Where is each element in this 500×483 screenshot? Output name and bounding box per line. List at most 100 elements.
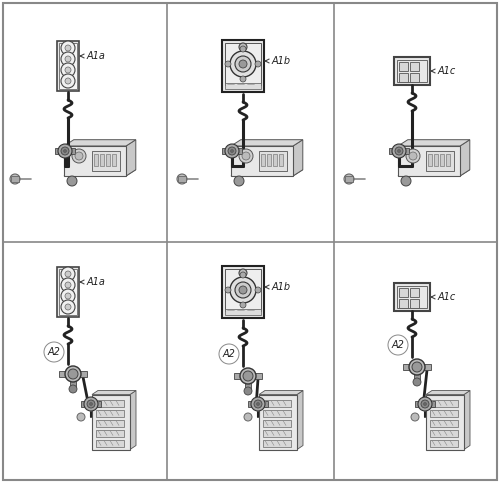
Text: A1c: A1c xyxy=(431,292,456,302)
Circle shape xyxy=(239,269,247,277)
Circle shape xyxy=(72,149,86,163)
Bar xyxy=(430,420,458,426)
Bar xyxy=(237,148,242,154)
Circle shape xyxy=(230,277,256,303)
Bar xyxy=(96,440,124,446)
Polygon shape xyxy=(64,170,136,176)
Bar xyxy=(440,154,444,166)
Bar xyxy=(96,410,124,416)
Circle shape xyxy=(409,152,417,160)
Polygon shape xyxy=(398,140,470,146)
Bar xyxy=(96,429,124,437)
Bar xyxy=(430,399,458,407)
Bar xyxy=(100,154,104,166)
Bar xyxy=(263,420,291,426)
Bar xyxy=(430,410,458,416)
Bar xyxy=(263,440,291,446)
Polygon shape xyxy=(398,170,470,176)
Bar xyxy=(403,364,411,370)
Bar xyxy=(225,43,261,85)
Circle shape xyxy=(235,56,251,72)
Text: A1b: A1b xyxy=(265,282,291,292)
Bar xyxy=(55,148,60,154)
Circle shape xyxy=(239,286,247,294)
Polygon shape xyxy=(464,390,470,450)
Circle shape xyxy=(239,43,247,51)
Bar xyxy=(263,410,291,416)
Circle shape xyxy=(395,147,403,155)
Bar xyxy=(231,146,293,176)
Bar xyxy=(399,73,408,82)
Bar xyxy=(263,429,291,437)
Bar xyxy=(96,401,101,407)
Bar xyxy=(92,395,130,450)
Bar xyxy=(59,269,77,315)
Bar xyxy=(410,73,419,82)
Circle shape xyxy=(234,176,244,186)
Circle shape xyxy=(401,176,411,186)
Bar xyxy=(415,401,420,407)
Bar xyxy=(225,83,261,89)
Circle shape xyxy=(61,300,75,314)
Circle shape xyxy=(239,149,253,163)
Bar xyxy=(394,57,430,85)
Circle shape xyxy=(58,144,72,158)
Bar xyxy=(423,364,431,370)
Circle shape xyxy=(424,402,426,406)
Circle shape xyxy=(65,366,81,382)
Bar xyxy=(245,383,251,391)
Text: A1a: A1a xyxy=(80,51,106,61)
Bar xyxy=(397,60,427,82)
Bar xyxy=(398,146,460,176)
Bar xyxy=(79,371,87,377)
Bar xyxy=(345,176,353,182)
Bar xyxy=(426,151,454,171)
Circle shape xyxy=(61,52,75,66)
Circle shape xyxy=(65,282,71,288)
Circle shape xyxy=(418,397,432,411)
Bar xyxy=(225,309,261,315)
Bar xyxy=(426,395,464,450)
Circle shape xyxy=(219,344,239,364)
Bar xyxy=(279,154,283,166)
Polygon shape xyxy=(92,390,136,395)
Polygon shape xyxy=(231,140,303,146)
Bar xyxy=(59,371,67,377)
Circle shape xyxy=(388,335,408,355)
Circle shape xyxy=(61,41,75,55)
Circle shape xyxy=(87,400,95,408)
Bar xyxy=(248,401,253,407)
Circle shape xyxy=(256,402,260,406)
Bar xyxy=(11,176,19,182)
Polygon shape xyxy=(460,140,470,176)
Circle shape xyxy=(77,413,85,421)
Circle shape xyxy=(240,46,246,52)
Circle shape xyxy=(68,369,78,379)
Text: A2: A2 xyxy=(222,349,235,359)
Text: A1b: A1b xyxy=(265,56,291,66)
Bar xyxy=(430,401,435,407)
Bar xyxy=(92,151,120,171)
Circle shape xyxy=(392,144,406,158)
Bar xyxy=(57,41,79,91)
Circle shape xyxy=(61,267,75,281)
Circle shape xyxy=(239,60,247,68)
Circle shape xyxy=(412,362,422,372)
Circle shape xyxy=(177,174,187,184)
Circle shape xyxy=(65,271,71,277)
Circle shape xyxy=(240,272,246,278)
Bar xyxy=(59,43,77,89)
Bar xyxy=(261,154,265,166)
Circle shape xyxy=(225,287,231,293)
Text: A1a: A1a xyxy=(80,277,106,287)
Bar xyxy=(397,286,427,308)
Circle shape xyxy=(413,378,421,386)
Bar xyxy=(399,299,408,308)
Circle shape xyxy=(255,287,261,293)
Circle shape xyxy=(84,397,98,411)
Circle shape xyxy=(61,289,75,303)
Circle shape xyxy=(411,413,419,421)
Bar xyxy=(222,40,264,92)
Circle shape xyxy=(230,51,256,77)
Bar xyxy=(259,151,287,171)
